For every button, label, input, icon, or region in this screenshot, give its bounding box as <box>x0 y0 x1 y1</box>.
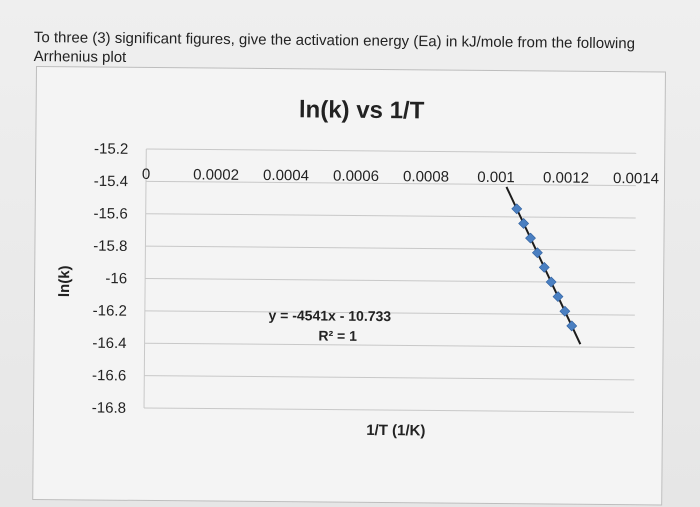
x-tick-label: 0.0006 <box>333 168 379 185</box>
y-tick-label: -16.2 <box>93 302 127 319</box>
x-tick-label: 0.0008 <box>403 168 449 185</box>
y-tick-label: -15.4 <box>94 173 128 190</box>
y-tick-label: -16.6 <box>92 367 126 384</box>
x-tick-label: 0.0012 <box>543 169 589 186</box>
arrhenius-chart: ln(k) vs 1/T -15.2 -15.4 -15.6 -15.8 -16 -16.… <box>56 96 659 440</box>
y-tick-label: -16.4 <box>92 335 126 352</box>
r-squared-label: R² = 1 <box>318 327 357 343</box>
x-tick-label: 0.0002 <box>193 166 239 183</box>
x-tick-label: 0.0014 <box>613 170 659 187</box>
gridline <box>144 342 635 348</box>
data-point <box>518 218 530 229</box>
gridline <box>145 180 636 187</box>
data-points <box>511 203 578 332</box>
x-tick-label: 0.0004 <box>263 167 309 184</box>
data-point <box>538 261 550 273</box>
data-point <box>552 291 564 303</box>
y-tick-labels: -15.2 -15.4 -15.6 -15.8 -16 -16.2 -16.4 -16.6 -1… <box>92 141 129 417</box>
data-point <box>559 305 571 317</box>
x-tick-label: 0 <box>142 166 150 183</box>
x-tick-label: 0.001 <box>477 169 515 186</box>
x-axis-title: 1/T (1/K) <box>366 422 425 440</box>
data-point <box>525 232 536 244</box>
data-point <box>511 203 523 215</box>
data-point <box>545 276 557 288</box>
y-tick-label: -15.8 <box>93 238 127 255</box>
y-axis-line <box>143 148 147 408</box>
y-tick-label: -15.2 <box>94 141 128 158</box>
gridlines <box>143 148 637 413</box>
data-point <box>531 247 543 259</box>
trendline-equation: y = -4541x - 10.733 <box>268 307 391 324</box>
gridline <box>145 213 636 219</box>
chart-container: ln(k) vs 1/T -15.2 -15.4 -15.6 -15.8 -16 -16.… <box>32 66 666 506</box>
data-point <box>566 320 578 332</box>
y-tick-label: -16.8 <box>92 400 126 417</box>
gridline <box>146 148 637 154</box>
gridline <box>145 277 636 284</box>
x-tick-labels: 0 0.0002 0.0004 0.0006 0.0008 0.001 0.0012 0.00… <box>142 166 659 188</box>
y-tick-label: -15.6 <box>93 205 127 222</box>
gridline <box>144 310 635 316</box>
y-tick-label: -16 <box>105 270 127 287</box>
gridline <box>144 375 635 381</box>
gridline <box>144 407 635 413</box>
y-axis-title: ln(k) <box>56 265 73 297</box>
chart-title: ln(k) vs 1/T <box>299 96 425 124</box>
gridline <box>145 245 636 251</box>
